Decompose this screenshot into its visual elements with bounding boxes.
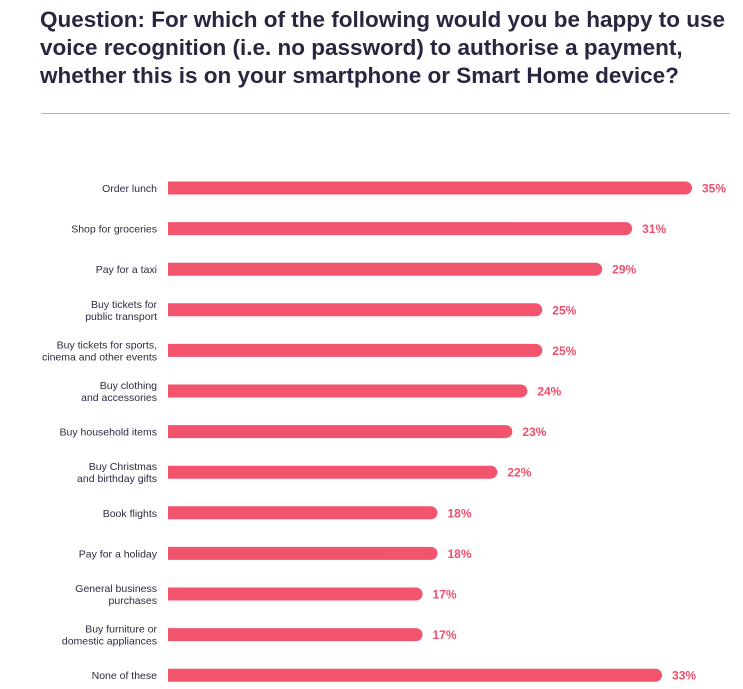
category-label: Buy furniture or xyxy=(85,624,157,636)
value-label: 24% xyxy=(537,385,561,399)
category-label: public transport xyxy=(85,311,157,323)
category-label: None of these xyxy=(92,670,158,682)
category-label: Pay for a holiday xyxy=(79,548,158,560)
category-label: and accessories xyxy=(81,392,157,404)
category-label: Pay for a taxi xyxy=(96,264,157,276)
value-label: 23% xyxy=(522,425,546,439)
bar xyxy=(168,546,438,560)
bar xyxy=(168,628,423,642)
bar xyxy=(168,668,663,682)
value-label: 25% xyxy=(552,303,576,317)
value-label: 18% xyxy=(447,547,471,561)
value-label: 31% xyxy=(642,222,666,236)
value-label: 29% xyxy=(612,263,636,277)
category-label: General business xyxy=(75,583,157,595)
category-label: domestic appliances xyxy=(62,636,157,648)
title-divider xyxy=(41,113,730,114)
category-label: purchases xyxy=(109,595,157,607)
bar xyxy=(168,587,423,601)
category-label: and birthday gifts xyxy=(77,473,157,485)
category-label: Buy tickets for sports, xyxy=(57,339,157,351)
bar xyxy=(168,181,692,195)
bar xyxy=(168,222,633,236)
bar xyxy=(168,303,543,317)
bar xyxy=(168,343,543,357)
category-label: Buy clothing xyxy=(100,380,157,392)
category-label: Buy household items xyxy=(60,427,157,439)
value-label: 22% xyxy=(507,466,531,480)
category-label: Buy tickets for xyxy=(91,299,157,311)
value-label: 33% xyxy=(672,669,696,683)
value-label: 18% xyxy=(447,506,471,520)
bar xyxy=(168,384,528,398)
category-label: Book flights xyxy=(103,508,157,520)
bar xyxy=(168,262,603,276)
value-label: 17% xyxy=(433,588,457,602)
question-title: Question: For which of the following wou… xyxy=(40,7,725,88)
value-label: 25% xyxy=(552,344,576,358)
bar xyxy=(168,425,513,439)
category-label: Buy Christmas xyxy=(89,461,157,473)
bar xyxy=(168,465,498,479)
value-label: 17% xyxy=(433,628,457,642)
category-label: Order lunch xyxy=(102,183,157,195)
category-label: cinema and other events xyxy=(42,351,157,363)
bar xyxy=(168,506,438,520)
category-label: Shop for groceries xyxy=(71,224,157,236)
value-label: 35% xyxy=(702,182,726,196)
